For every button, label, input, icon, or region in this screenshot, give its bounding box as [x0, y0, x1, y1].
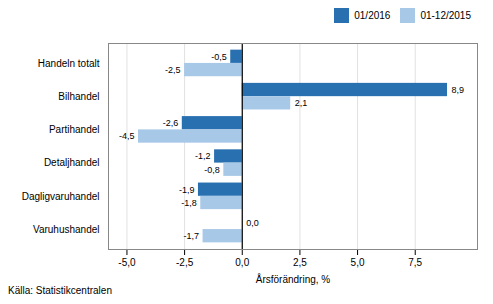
- svg-text:8,9: 8,9: [452, 85, 465, 95]
- svg-text:-0,8: -0,8: [204, 165, 220, 175]
- svg-text:Varuhushandel: Varuhushandel: [33, 224, 100, 235]
- svg-text:-2,5: -2,5: [176, 257, 194, 268]
- svg-text:2,5: 2,5: [293, 257, 307, 268]
- svg-text:0,0: 0,0: [246, 218, 259, 228]
- svg-text:Partihandel: Partihandel: [49, 124, 100, 135]
- svg-text:Årsförändring, %: Årsförändring, %: [256, 273, 331, 285]
- html-text:Källa: Statistikcentralen: Källa: Statistikcentralen: [8, 285, 112, 296]
- svg-text:2,1: 2,1: [295, 98, 308, 108]
- svg-text:Bilhandel: Bilhandel: [58, 91, 99, 102]
- svg-text:-4,5: -4,5: [119, 131, 135, 141]
- svg-text:-0,5: -0,5: [211, 52, 227, 62]
- svg-text:Dagligvaruhandel: Dagligvaruhandel: [22, 191, 100, 202]
- html-text:01-12/2015: 01-12/2015: [420, 9, 471, 21]
- svg-text:-2,6: -2,6: [163, 118, 179, 128]
- svg-text:-1,7: -1,7: [184, 231, 200, 241]
- svg-text:5,0: 5,0: [351, 257, 365, 268]
- svg-text:Handeln totalt: Handeln totalt: [38, 58, 100, 69]
- svg-text:Detaljhandel: Detaljhandel: [44, 157, 100, 168]
- svg-text:7,5: 7,5: [408, 257, 422, 268]
- svg-text:0,0: 0,0: [235, 257, 249, 268]
- svg-text:-1,9: -1,9: [179, 185, 195, 195]
- svg-text:-1,2: -1,2: [195, 151, 211, 161]
- svg-text:-5,0: -5,0: [118, 257, 136, 268]
- svg-text:-2,5: -2,5: [165, 65, 181, 75]
- svg-text:-1,8: -1,8: [181, 198, 197, 208]
- html-text:01/2016: 01/2016: [354, 9, 391, 21]
